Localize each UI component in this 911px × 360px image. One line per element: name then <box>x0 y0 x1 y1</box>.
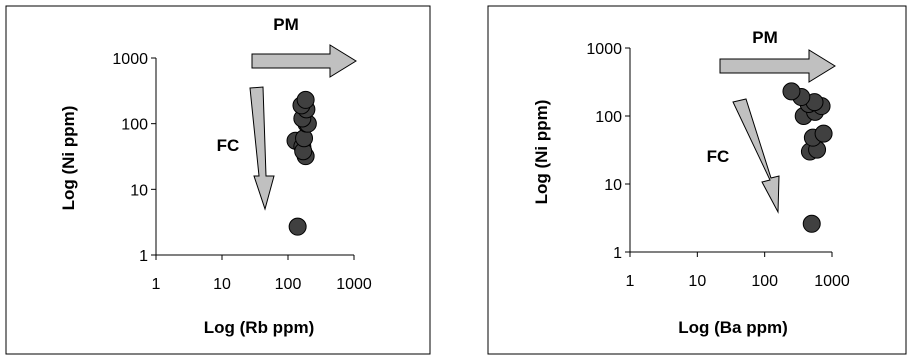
chart-frame <box>5 5 431 355</box>
data-point <box>296 90 315 109</box>
x-tick-label: 100 <box>275 276 302 293</box>
y-tick-label: 1 <box>139 248 148 265</box>
y-tick-label: 100 <box>595 109 622 126</box>
y-tick-label: 1 <box>613 245 622 262</box>
fc-label: FC <box>707 147 730 166</box>
pm-arrow <box>251 44 357 78</box>
x-tick-label: 10 <box>213 276 231 293</box>
pm-label: PM <box>273 15 299 34</box>
data-point <box>288 217 307 236</box>
fc-arrow <box>249 86 275 211</box>
x-axis-title: Log (Rb ppm) <box>204 318 314 337</box>
data-point <box>782 82 801 101</box>
fc-arrow <box>732 98 780 214</box>
ba-ni-chart: PM FC Log (Ba ppm) Log (Ni ppm) 1 10 100 10… <box>487 5 907 355</box>
y-tick-label: 10 <box>604 177 622 194</box>
rb-ni-chart: PM FC Log (Rb ppm) Log (Ni ppm) 1 10 100 10… <box>5 5 431 355</box>
fc-label: FC <box>217 136 240 155</box>
chart-frame <box>487 5 907 355</box>
y-tick-label: 100 <box>121 117 148 134</box>
x-tick-label: 1 <box>152 276 161 293</box>
y-axis-title: Log (Ni ppm) <box>59 106 78 211</box>
x-tick-label: 1000 <box>814 273 850 290</box>
pm-label: PM <box>752 28 778 47</box>
y-axis-title: Log (Ni ppm) <box>532 100 551 205</box>
x-tick-label: 100 <box>751 273 778 290</box>
x-axis-title: Log (Ba ppm) <box>678 318 788 337</box>
y-tick-label: 1000 <box>112 51 148 68</box>
pm-arrow <box>719 49 836 83</box>
x-tick-label: 1000 <box>336 276 372 293</box>
x-tick-label: 1 <box>626 273 635 290</box>
x-tick-label: 10 <box>688 273 706 290</box>
data-point <box>802 214 821 233</box>
y-tick-label: 1000 <box>586 41 622 58</box>
y-tick-label: 10 <box>130 182 148 199</box>
data-point <box>814 124 833 143</box>
